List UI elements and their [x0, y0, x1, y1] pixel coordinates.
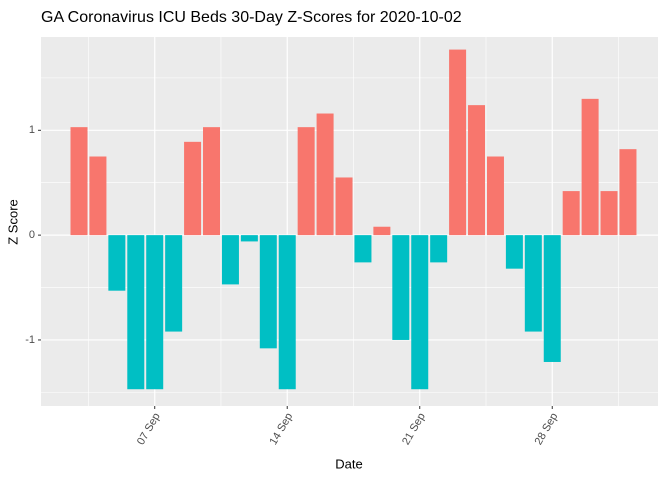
bar	[108, 235, 126, 291]
y-tick-label: 0	[29, 229, 35, 241]
bar	[619, 149, 637, 236]
bar	[392, 235, 410, 340]
bar	[411, 235, 429, 390]
bar	[581, 98, 599, 236]
chart-title: GA Coronavirus ICU Beds 30-Day Z-Scores …	[41, 9, 462, 26]
bar	[89, 156, 107, 236]
y-tick-label: 1	[29, 124, 35, 136]
y-tick-label: -1	[25, 334, 35, 346]
bar	[468, 105, 486, 236]
bar	[146, 235, 164, 390]
bar	[165, 235, 183, 332]
bar	[430, 235, 448, 263]
bar	[354, 235, 372, 263]
bar	[524, 235, 542, 332]
bar	[184, 141, 202, 236]
x-tick-label: 14 Sep	[268, 411, 296, 447]
bar	[449, 49, 467, 236]
bar	[505, 235, 523, 269]
bar	[278, 235, 296, 390]
bar	[316, 113, 334, 236]
x-tick-label: 28 Sep	[533, 411, 561, 447]
bars	[70, 49, 637, 390]
y-axis-label: Z Score	[5, 199, 20, 245]
x-tick-label: 21 Sep	[400, 411, 428, 447]
bar	[127, 235, 145, 390]
x-tick-label: 07 Sep	[135, 411, 163, 447]
grid	[41, 37, 658, 406]
bar	[600, 191, 618, 236]
bar	[297, 127, 315, 236]
x-axis-label: Date	[335, 456, 362, 471]
bar	[259, 235, 277, 349]
bar	[70, 127, 88, 236]
bar	[240, 235, 258, 242]
bar	[486, 156, 504, 236]
bar	[335, 177, 353, 236]
bar	[543, 235, 561, 362]
bar	[562, 191, 580, 236]
bar	[373, 226, 391, 236]
bar	[221, 235, 239, 285]
bar	[203, 127, 221, 236]
